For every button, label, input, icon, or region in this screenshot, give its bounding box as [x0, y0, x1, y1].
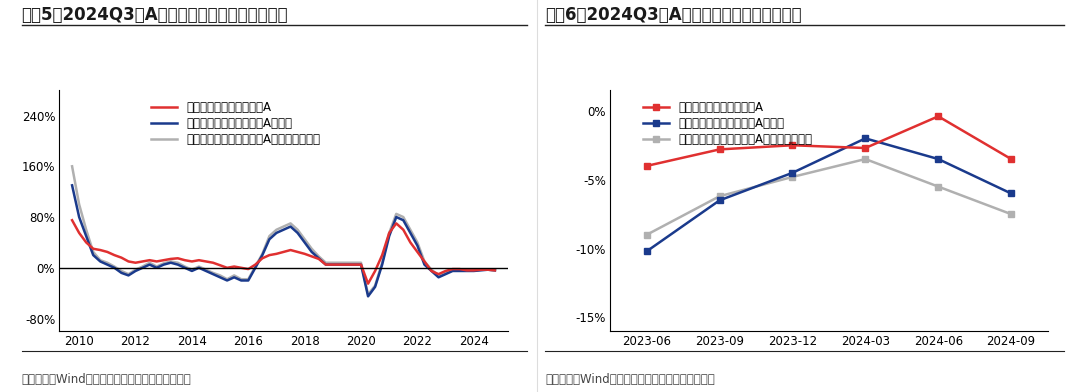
Text: 图表5、2024Q3全A扣非净利润同比增速有所回落: 图表5、2024Q3全A扣非净利润同比增速有所回落: [22, 6, 288, 24]
Text: 图表6、2024Q3全A非金融扣非净利润增速下行: 图表6、2024Q3全A非金融扣非净利润增速下行: [545, 6, 802, 24]
Legend: 扣非净利润累计同比：全A, 扣非净利润累计同比：全A非金融, 扣非净利润累计同比：全A非金融石油石化: 扣非净利润累计同比：全A, 扣非净利润累计同比：全A非金融, 扣非净利润累计同比…: [146, 96, 325, 151]
Text: 资料来源：Wind，兴业证券经济与金融研究院整理: 资料来源：Wind，兴业证券经济与金融研究院整理: [22, 373, 191, 386]
Text: 资料来源：Wind，兴业证券经济与金融研究院整理: 资料来源：Wind，兴业证券经济与金融研究院整理: [545, 373, 715, 386]
Legend: 扣非净利润累计同比：全A, 扣非净利润累计同比：全A非金融, 扣非净利润累计同比：全A非金融石油石化: 扣非净利润累计同比：全A, 扣非净利润累计同比：全A非金融, 扣非净利润累计同比…: [638, 96, 816, 151]
